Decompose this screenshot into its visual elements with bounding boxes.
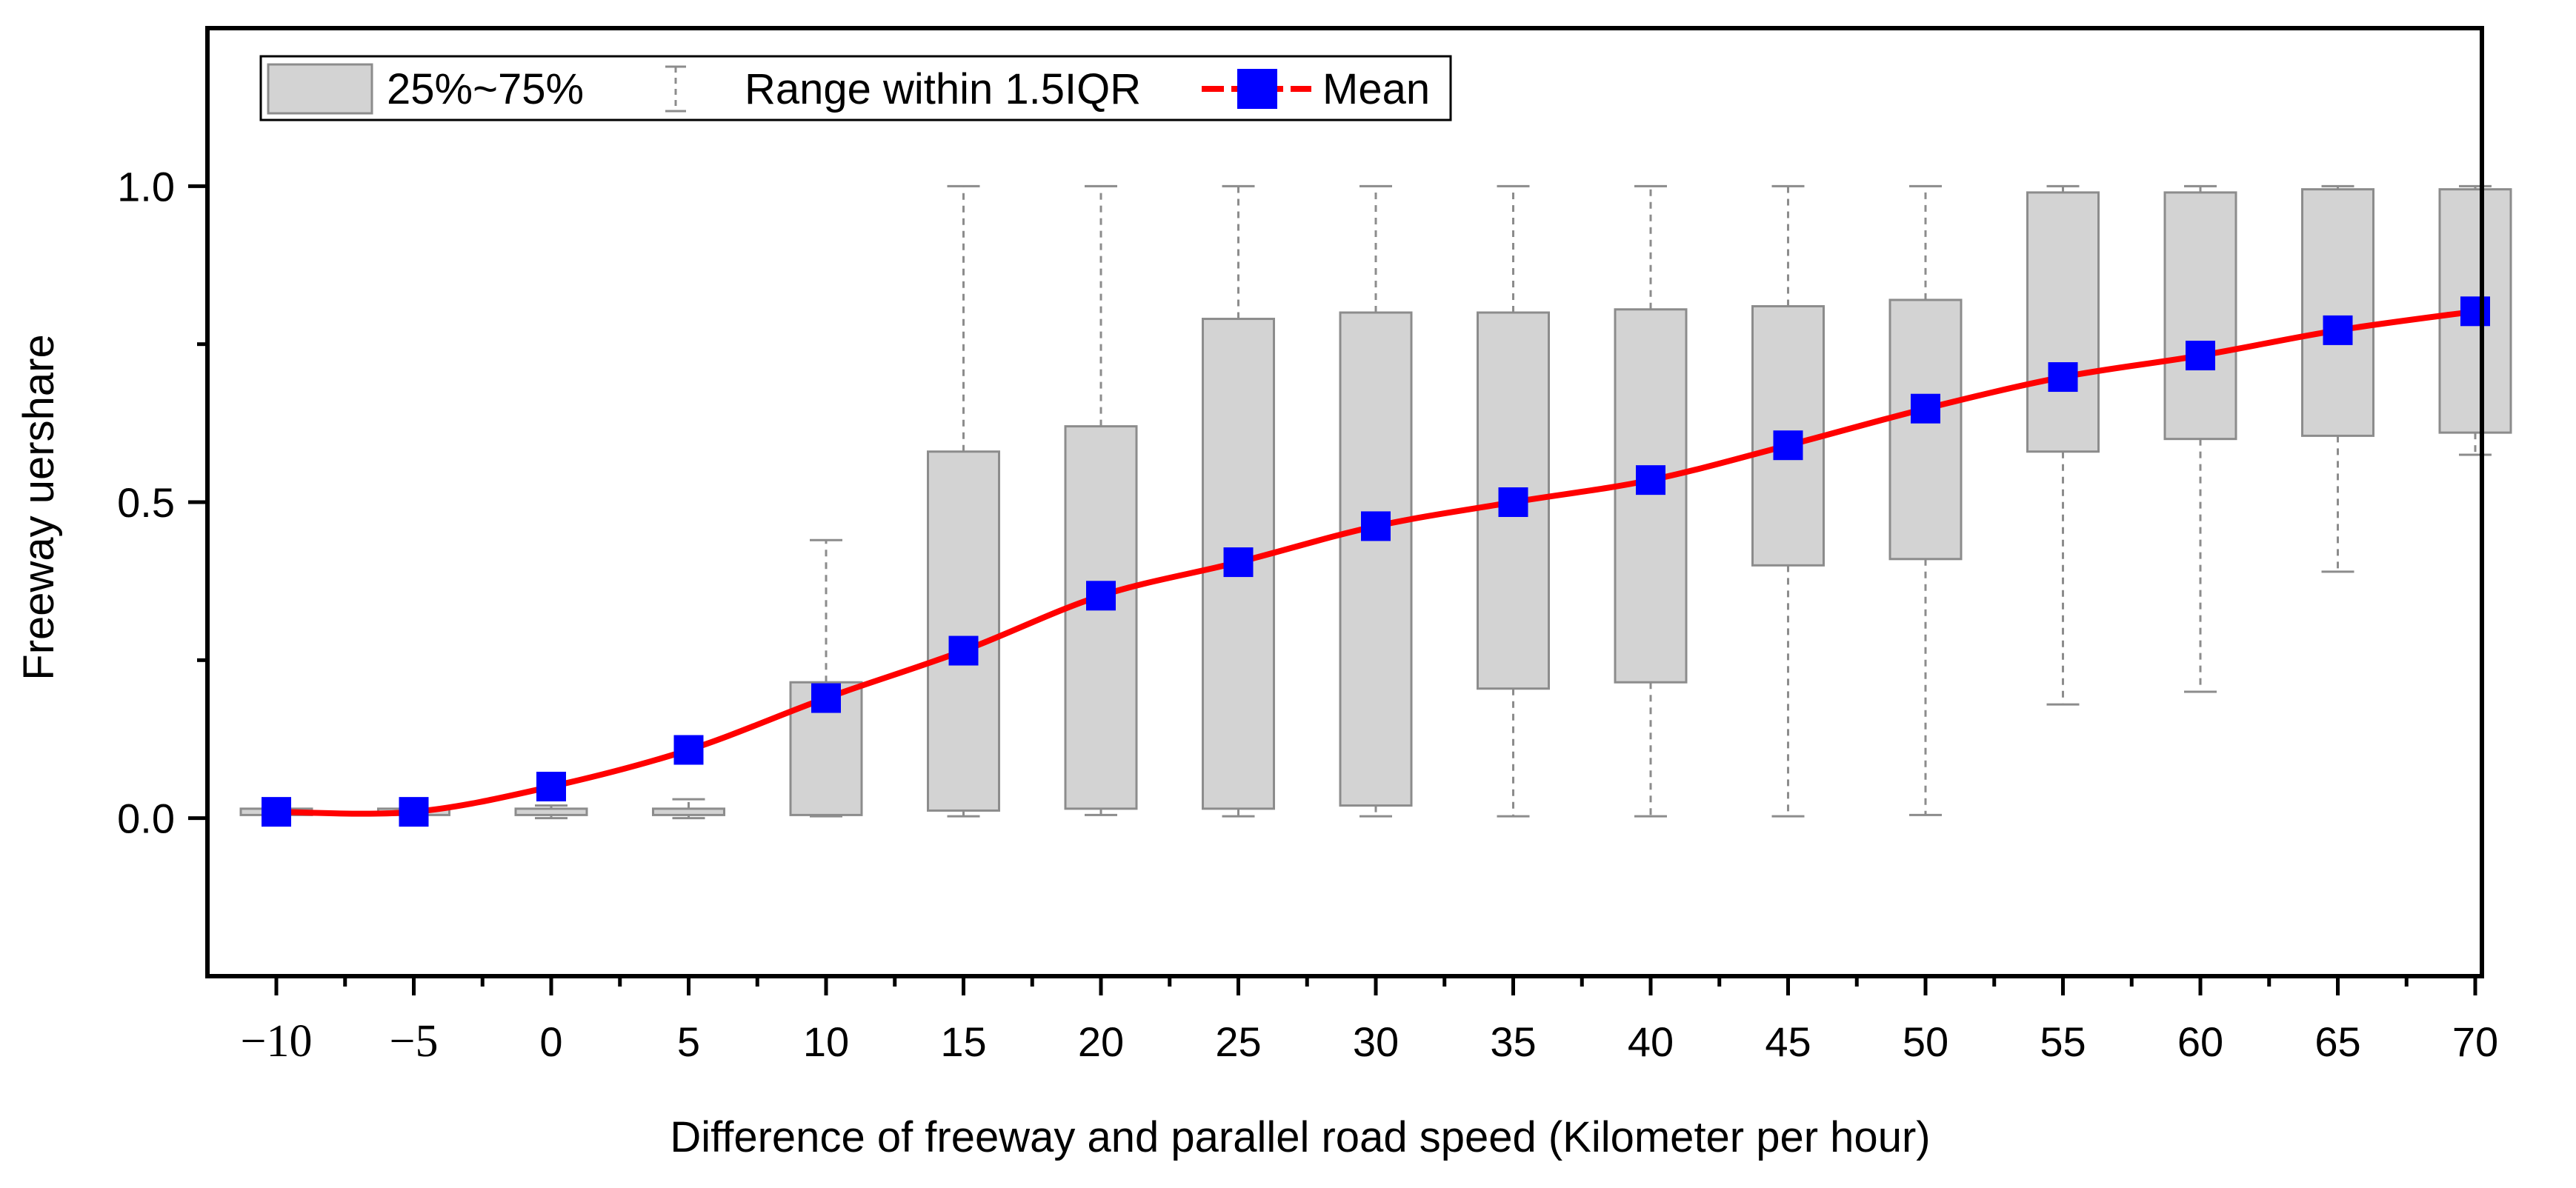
- box: [1064, 425, 1138, 810]
- y-tick-label: 1.0: [117, 163, 175, 210]
- mean-marker: [948, 635, 979, 666]
- box: [2301, 188, 2374, 437]
- box: [1888, 298, 1963, 561]
- y-tick-label: 0.5: [117, 479, 175, 526]
- legend-box-label: 25%~75%: [387, 65, 584, 113]
- mean-marker: [1498, 487, 1528, 517]
- axis-layer: 0.0 0.5 1.0 −10 −5 0 5 10 15 20 25 30 35 40 45 50 55 60 65…: [117, 163, 2498, 1067]
- x-tick-label: 70: [2452, 1018, 2498, 1065]
- mean-marker: [2048, 362, 2078, 393]
- box-group: [1614, 184, 1688, 818]
- mean-marker: [1911, 393, 1940, 424]
- mean-marker: [2186, 341, 2215, 371]
- mean-marker: [1773, 430, 1803, 461]
- x-tick-label: 45: [1765, 1018, 1811, 1065]
- box-group: [1888, 184, 1963, 816]
- x-tick-label: −5: [390, 1016, 439, 1067]
- x-tick-label: 55: [2040, 1018, 2086, 1065]
- mean-marker: [399, 797, 429, 827]
- x-axis-title: Difference of freeway and parallel road …: [670, 1113, 1930, 1161]
- x-tick-label: 65: [2314, 1018, 2360, 1065]
- x-tick-label: 10: [803, 1018, 849, 1065]
- box-group: [1202, 184, 1275, 818]
- mean-marker: [2323, 315, 2353, 345]
- box: [927, 450, 1000, 812]
- box-group: [2026, 184, 2100, 706]
- legend: 25%~75% Range within 1.5IQR Mean: [259, 55, 1452, 121]
- mean-marker: [1086, 581, 1116, 611]
- x-tick-label: 15: [940, 1018, 986, 1065]
- box-group: [927, 184, 1000, 818]
- mean-marker: [536, 772, 566, 801]
- x-tick-label: 60: [2177, 1018, 2223, 1065]
- box-group: [2163, 184, 2237, 693]
- x-tick-label: 5: [677, 1018, 700, 1065]
- box: [1339, 311, 1413, 807]
- mean-marker: [262, 797, 291, 827]
- box-group: [1339, 184, 1413, 818]
- box-group: [652, 798, 725, 820]
- box: [2163, 191, 2237, 441]
- legend-mean-swatch: [1202, 69, 1311, 109]
- x-tick-label: 40: [1628, 1018, 1674, 1065]
- box-group: [1064, 184, 1138, 816]
- mean-marker: [811, 683, 841, 713]
- legend-whisker-swatch: [665, 65, 686, 113]
- mean-marker: [1361, 511, 1391, 541]
- plot-frame: [205, 26, 2484, 978]
- mean-marker: [673, 735, 704, 765]
- mean-marker: [2460, 296, 2490, 327]
- box-group: [2301, 184, 2374, 573]
- x-tick-label: 0: [539, 1018, 562, 1065]
- x-tick-label: 25: [1215, 1018, 1261, 1065]
- plot-layer: [239, 184, 2512, 827]
- box: [2026, 191, 2100, 453]
- x-tick-label: −10: [241, 1016, 313, 1067]
- mean-marker: [1223, 547, 1254, 578]
- legend-whisker-label: Range within 1.5IQR: [745, 65, 1141, 113]
- y-tick-label: 0.0: [117, 795, 175, 842]
- legend-mean-label: Mean: [1322, 65, 1430, 113]
- x-tick-label: 30: [1353, 1018, 1399, 1065]
- box: [1614, 308, 1688, 684]
- legend-box-swatch: [267, 63, 373, 115]
- x-tick-label: 20: [1078, 1018, 1124, 1065]
- box-group: [514, 804, 588, 820]
- mean-marker: [1636, 465, 1665, 495]
- box-group: [1751, 184, 1825, 818]
- y-axis-title: Freeway uershare: [15, 334, 63, 680]
- box: [514, 807, 588, 816]
- x-tick-label: 35: [1490, 1018, 1536, 1065]
- box-group: [789, 538, 863, 818]
- box: [652, 807, 725, 816]
- x-tick-label: 50: [1903, 1018, 1948, 1065]
